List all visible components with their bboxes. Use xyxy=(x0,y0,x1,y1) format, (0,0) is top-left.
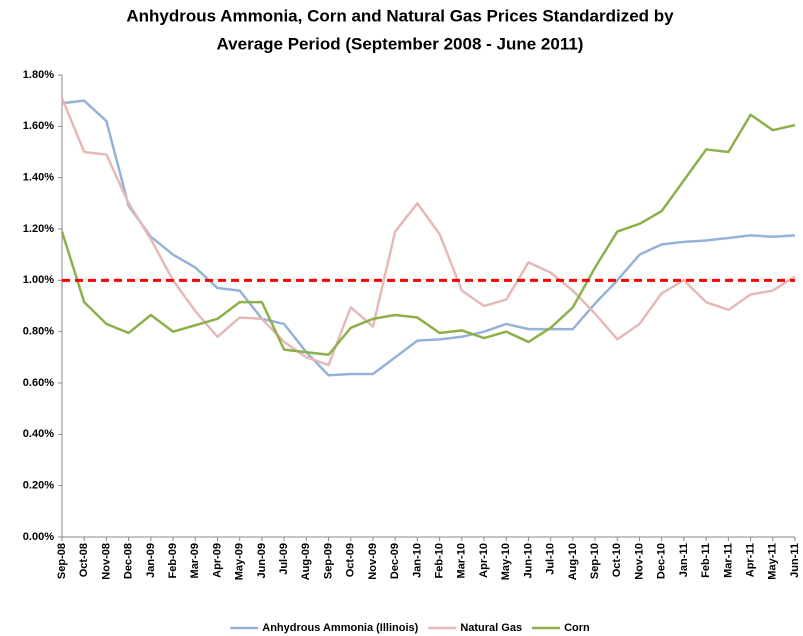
x-tick-label: Mar-11 xyxy=(722,543,734,578)
x-tick-label: Dec-08 xyxy=(123,543,135,579)
x-tick-label: Nov-10 xyxy=(633,543,645,580)
y-tick-label: 0.60% xyxy=(23,377,54,389)
x-tick-label: Feb-09 xyxy=(167,543,179,578)
x-tick-label: Apr-09 xyxy=(211,543,223,578)
x-tick-label: Jun-09 xyxy=(256,543,268,578)
x-tick-label: Feb-10 xyxy=(434,543,446,578)
series-line xyxy=(60,113,796,357)
y-tick-label: 1.40% xyxy=(23,172,54,184)
x-tick-label: Nov-09 xyxy=(367,543,379,580)
x-tick-label: Dec-10 xyxy=(656,543,668,579)
x-tick-label: May-09 xyxy=(234,543,246,580)
y-tick-label: 0.00% xyxy=(23,531,54,543)
x-tick-label: Aug-10 xyxy=(567,543,579,580)
x-tick-label: Jul-10 xyxy=(545,543,557,575)
x-tick-label: Dec-09 xyxy=(389,543,401,579)
x-tick-label: Jan-11 xyxy=(678,543,690,577)
x-tick-label: Apr-10 xyxy=(478,543,490,578)
chart-title: Anhydrous Ammonia, Corn and Natural Gas … xyxy=(126,6,674,25)
y-tick-label: 1.00% xyxy=(23,274,54,286)
x-tick-label: May-11 xyxy=(767,543,779,580)
x-tick-label: Jun-10 xyxy=(522,543,534,578)
x-tick-label: Apr-11 xyxy=(744,543,756,577)
x-tick-label: Oct-08 xyxy=(78,543,90,577)
x-tick-label: Mar-09 xyxy=(189,543,201,578)
x-tick-label: Jan-10 xyxy=(411,543,423,578)
chart-title: Average Period (September 2008 - June 20… xyxy=(217,34,584,53)
x-tick-label: May-10 xyxy=(500,543,512,580)
x-tick-label: Feb-11 xyxy=(700,543,712,578)
x-tick-label: Jul-09 xyxy=(278,543,290,575)
legend-label: Corn xyxy=(564,622,590,634)
x-tick-label: Aug-09 xyxy=(300,543,312,580)
x-tick-label: Sep-10 xyxy=(589,543,601,579)
x-tick-label: Jan-09 xyxy=(145,543,157,578)
x-tick-label: Sep-08 xyxy=(56,543,68,579)
y-tick-label: 1.80% xyxy=(23,69,54,81)
series-line xyxy=(61,99,796,377)
x-tick-label: Mar-10 xyxy=(456,543,468,578)
y-tick-label: 1.20% xyxy=(23,223,54,235)
x-tick-label: Oct-10 xyxy=(611,543,623,577)
y-tick-label: 0.40% xyxy=(23,428,54,440)
series-line xyxy=(60,97,796,367)
x-tick-label: Oct-09 xyxy=(345,543,357,577)
x-tick-label: Jun-11 xyxy=(789,543,801,578)
x-tick-label: Nov-08 xyxy=(100,543,112,580)
legend-label: Anhydrous Ammonia (Illinois) xyxy=(262,622,418,634)
y-tick-label: 0.20% xyxy=(23,480,54,492)
legend-label: Natural Gas xyxy=(460,622,522,634)
x-tick-label: Sep-09 xyxy=(322,543,334,579)
y-tick-label: 0.80% xyxy=(23,326,54,338)
y-tick-label: 1.60% xyxy=(23,120,54,132)
